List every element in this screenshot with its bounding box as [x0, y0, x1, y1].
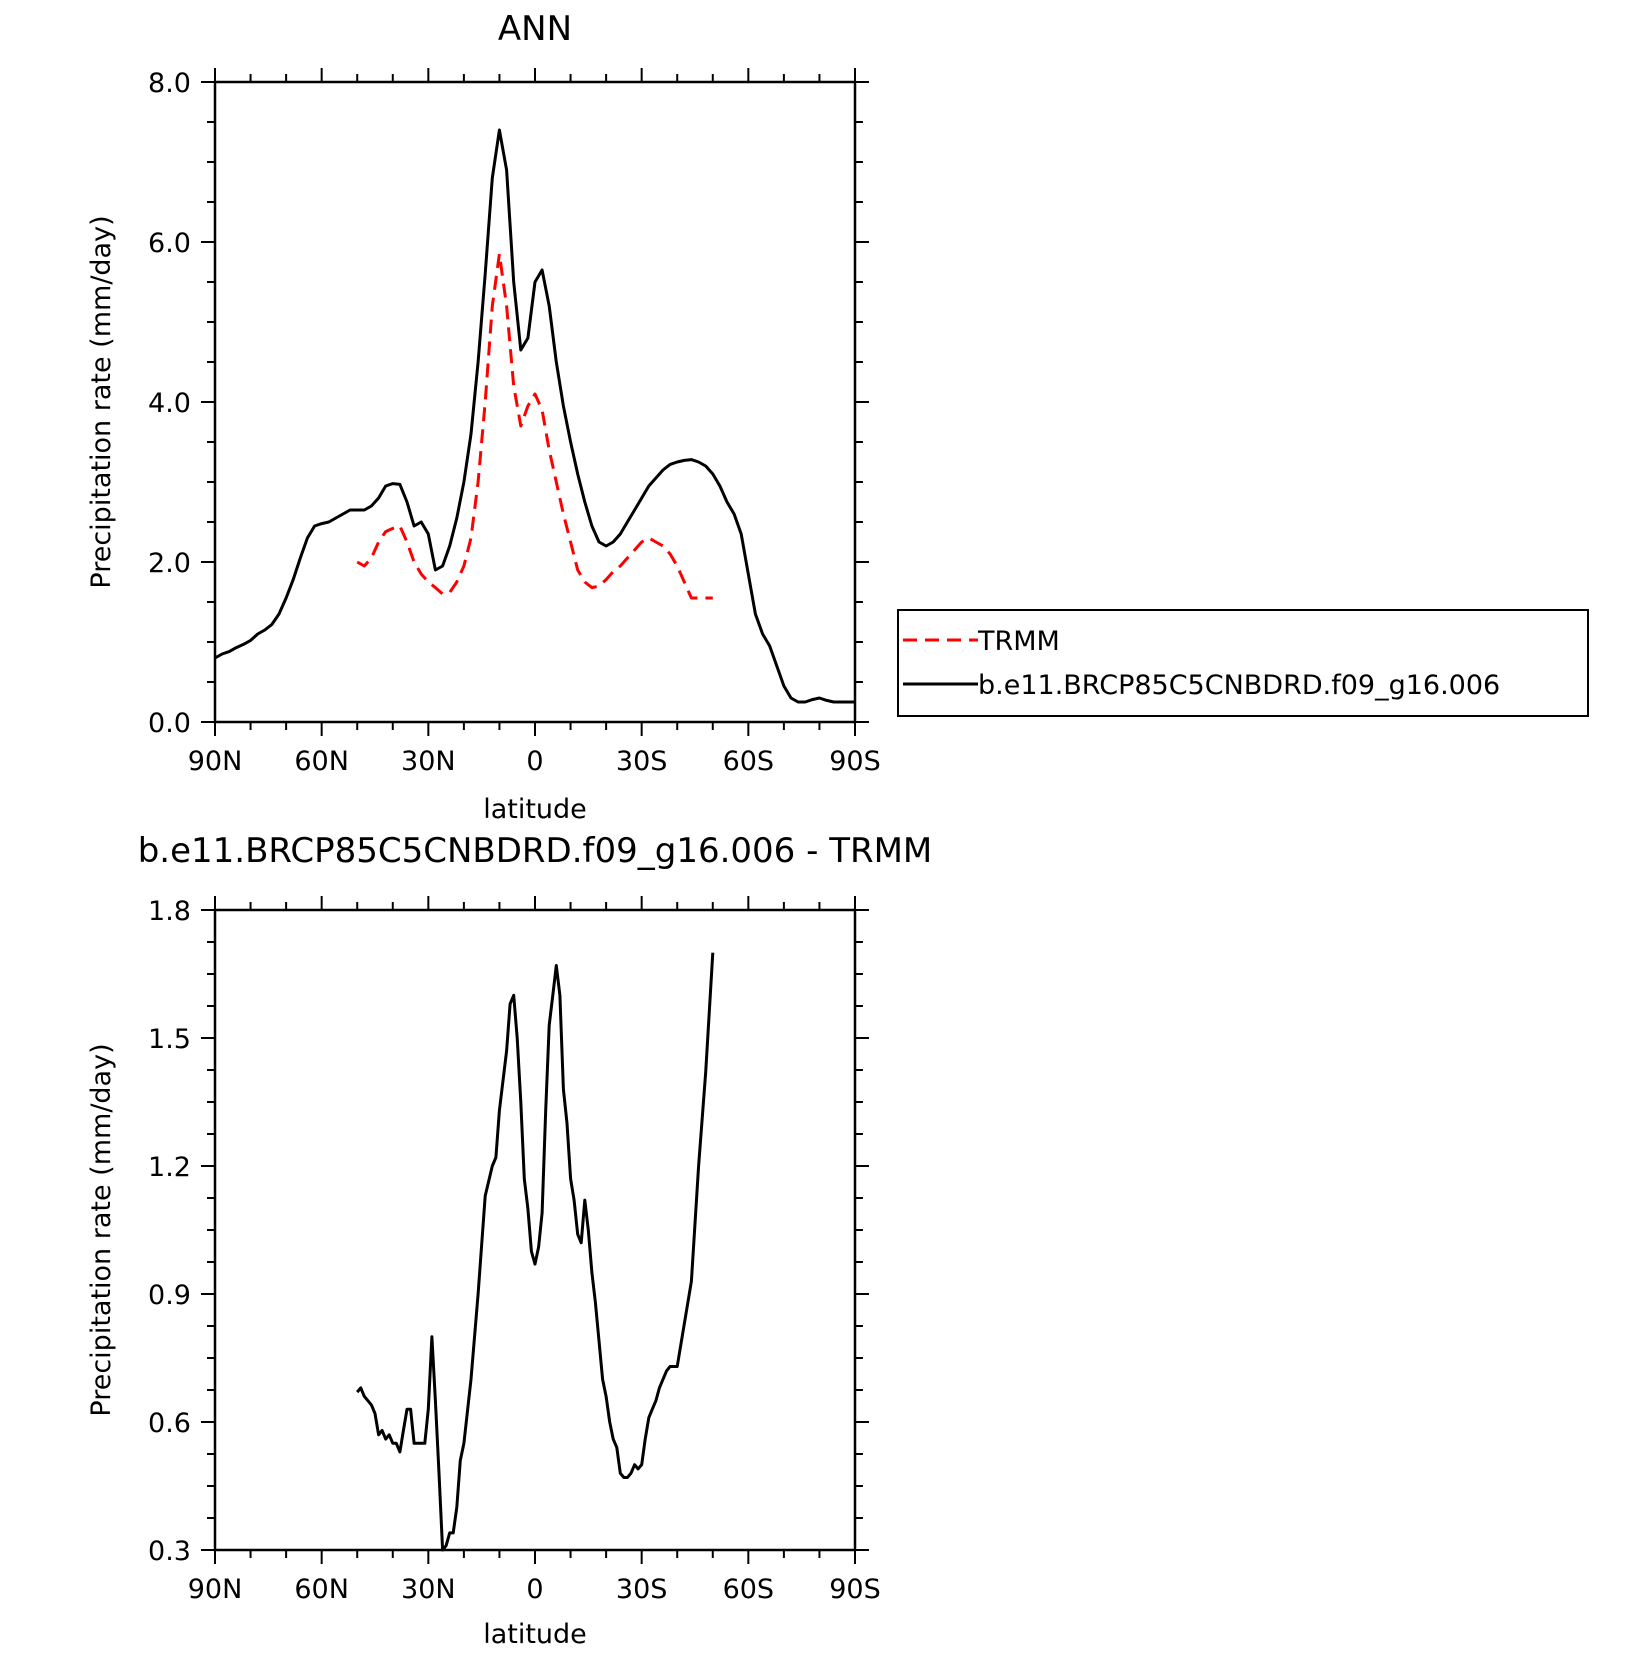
y-tick-label: 0.3 — [148, 1536, 191, 1567]
y-tick-label: 0.0 — [148, 708, 191, 739]
y-tick-label: 0.6 — [148, 1408, 191, 1439]
legend-entry-2: b.e11.BRCP85C5CNBDRD.f09_g16.006 — [978, 670, 1500, 701]
y-axis-label: Precipitation rate (mm/day) — [86, 1043, 117, 1416]
y-axis-label: Precipitation rate (mm/day) — [86, 215, 117, 588]
y-tick-label: 6.0 — [148, 228, 191, 259]
legend-box — [897, 609, 1589, 717]
x-tick-label: 90N — [188, 746, 243, 777]
y-tick-label: 1.5 — [148, 1024, 191, 1055]
x-tick-label: 90S — [829, 1574, 881, 1605]
series-line-2 — [214, 128, 855, 704]
chart-title: b.e11.BRCP85C5CNBDRD.f09_g16.006 - TRMM — [138, 831, 933, 871]
x-tick-label: 0 — [526, 746, 543, 777]
y-tick-label: 2.0 — [148, 548, 191, 579]
x-tick-label: 30N — [401, 746, 456, 777]
x-tick-label: 60N — [294, 746, 349, 777]
y-tick-label: 1.2 — [148, 1152, 191, 1183]
x-tick-label: 90N — [188, 1574, 243, 1605]
x-tick-label: 30N — [401, 1574, 456, 1605]
x-tick-label: 60N — [294, 1574, 349, 1605]
legend: TRMM b.e11.BRCP85C5CNBDRD.f09_g16.006 — [897, 609, 1589, 717]
series-line-1 — [356, 252, 713, 600]
x-tick-label: 0 — [526, 1574, 543, 1605]
x-tick-label: 60S — [723, 746, 775, 777]
y-tick-label: 4.0 — [148, 388, 191, 419]
x-tick-label: 90S — [829, 746, 881, 777]
y-tick-label: 1.8 — [148, 896, 191, 927]
x-tick-label: 30S — [616, 746, 668, 777]
plot-frame — [213, 908, 857, 1552]
x-tick-label: 30S — [616, 1574, 668, 1605]
x-tick-label: 60S — [723, 1574, 775, 1605]
chart-panel-2: b.e11.BRCP85C5CNBDRD.f09_g16.006 - TRMM 9… — [86, 831, 932, 1650]
x-axis-label: latitude — [483, 1619, 587, 1650]
chart-panel-1: ANN 90N 60N 30N 0 30S 60S 90S 0.0 2.0 4.0 6.0 8.0 lat… — [86, 9, 1589, 825]
legend-entry-1: TRMM — [977, 626, 1060, 657]
y-tick-label: 0.9 — [148, 1280, 191, 1311]
chart-title: ANN — [498, 9, 572, 49]
x-axis-label: latitude — [483, 794, 587, 825]
y-tick-label: 8.0 — [148, 68, 191, 99]
series-line-1 — [356, 952, 715, 1552]
